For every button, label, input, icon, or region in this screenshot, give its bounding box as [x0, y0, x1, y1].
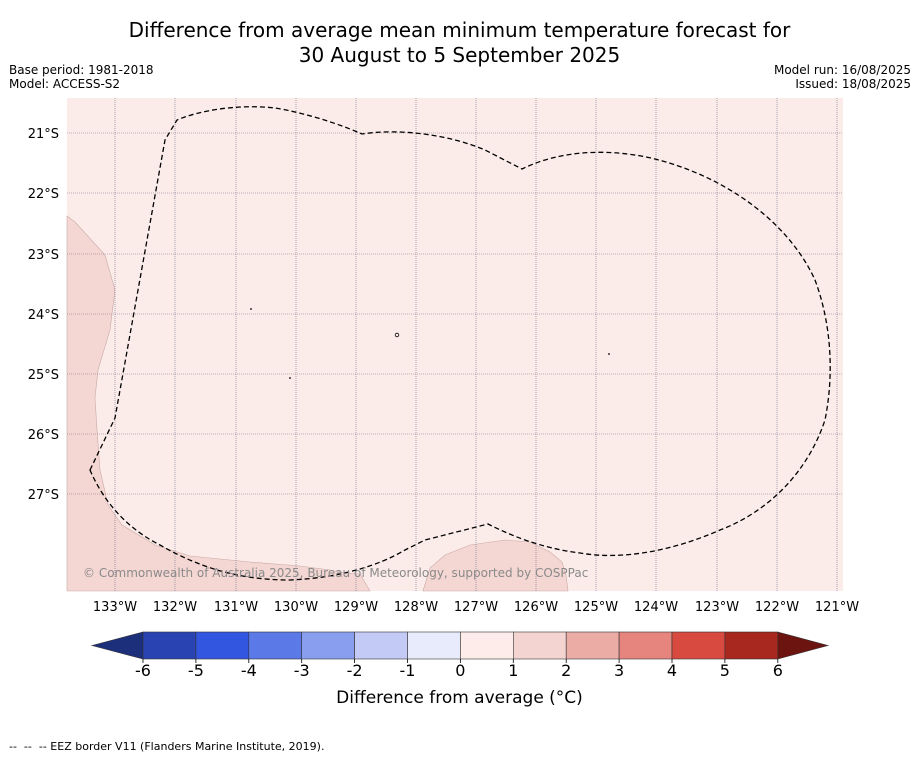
colorbar-tick-label: -5 [188, 661, 204, 680]
lon-label: 121°W [815, 600, 859, 615]
eez-legend-note: -- -- -- EEZ border V11 (Flanders Marine… [9, 740, 325, 753]
lat-label: 26°S [28, 428, 59, 443]
colorbar-swatch [195, 631, 250, 660]
island-3 [289, 377, 291, 379]
map-title: Difference from average mean minimum tem… [0, 18, 919, 68]
run-info: Model run: 16/08/2025 Issued: 18/08/2025 [774, 63, 911, 91]
colorbar-tick-label: 4 [667, 661, 677, 680]
colorbar-swatch [724, 631, 779, 660]
colorbar-tick-label: 6 [773, 661, 783, 680]
map-background [67, 98, 843, 591]
colorbar-swatch [248, 631, 303, 660]
title-line-1: Difference from average mean minimum tem… [128, 18, 791, 42]
colorbar-swatch [142, 631, 197, 660]
issued-date: Issued: 18/08/2025 [795, 77, 911, 91]
colorbar-swatch [565, 631, 620, 660]
lon-label: 128°W [394, 600, 438, 615]
lat-label: 25°S [28, 368, 59, 383]
colorbar-label: Difference from average (°C) [336, 688, 583, 708]
colorbar-tick-label: 5 [720, 661, 730, 680]
island-2 [394, 332, 400, 338]
lon-label: 125°W [574, 600, 618, 615]
base-info: Base period: 1981-2018 Model: ACCESS-S2 [9, 63, 154, 91]
colorbar-tick-label: -4 [241, 661, 257, 680]
colorbar-tick-label: -1 [400, 661, 416, 680]
lon-label: 126°W [514, 600, 558, 615]
lon-label: 129°W [334, 600, 378, 615]
island-1 [250, 308, 252, 310]
colorbar-arrow-max [777, 631, 830, 660]
model-name: Model: ACCESS-S2 [9, 77, 121, 91]
lon-label: 127°W [454, 600, 498, 615]
colorbar-tick-label: -2 [347, 661, 363, 680]
colorbar-tick-label: 3 [614, 661, 624, 680]
lon-label: 124°W [634, 600, 678, 615]
copyright-notice: © Commonwealth of Australia 2025, Bureau… [83, 566, 588, 580]
lon-label: 123°W [695, 600, 739, 615]
lat-label: 24°S [28, 308, 59, 323]
colorbar-tick-label: 1 [508, 661, 518, 680]
colorbar-swatch [407, 631, 461, 660]
colorbar-arrow-min [90, 631, 144, 660]
lon-label: 130°W [274, 600, 318, 615]
longitude-labels: 133°W 132°W 131°W 130°W 129°W 128°W 127°W 126°W… [93, 600, 859, 615]
graticule [67, 98, 843, 591]
base-period: Base period: 1981-2018 [9, 63, 154, 77]
colorbar-swatch [301, 631, 355, 660]
lon-label: 122°W [755, 600, 799, 615]
lon-label: 133°W [93, 600, 137, 615]
latitude-labels: 21°S 22°S 23°S 24°S 25°S 26°S 27°S [28, 127, 59, 503]
colorbar-tick-label: 0 [455, 661, 465, 680]
land-patch-west [66, 215, 371, 592]
island-4 [608, 353, 610, 355]
lat-label: 27°S [28, 488, 59, 503]
colorbar-swatch [618, 631, 673, 660]
model-run: Model run: 16/08/2025 [773, 63, 911, 77]
colorbar-swatch [460, 631, 514, 660]
lon-label: 132°W [153, 600, 197, 615]
colorbar-swatch [512, 631, 567, 660]
colorbar-tick-label: 2 [561, 661, 571, 680]
colorbar [90, 631, 830, 660]
colorbar-ticks: -6 -5 -4 -3 -2 -1 0 1 2 3 4 5 6 [135, 659, 783, 680]
lat-label: 21°S [28, 127, 59, 142]
colorbar-swatch [671, 631, 726, 660]
lat-label: 23°S [28, 248, 59, 263]
lat-label: 22°S [28, 187, 59, 202]
colorbar-tick-label: -6 [135, 661, 151, 680]
land-patch-south [422, 539, 569, 592]
eez-border [89, 106, 831, 581]
lon-label: 131°W [214, 600, 258, 615]
colorbar-tick-label: -3 [294, 661, 310, 680]
colorbar-swatch [354, 631, 408, 660]
title-line-2: 30 August to 5 September 2025 [298, 43, 621, 67]
